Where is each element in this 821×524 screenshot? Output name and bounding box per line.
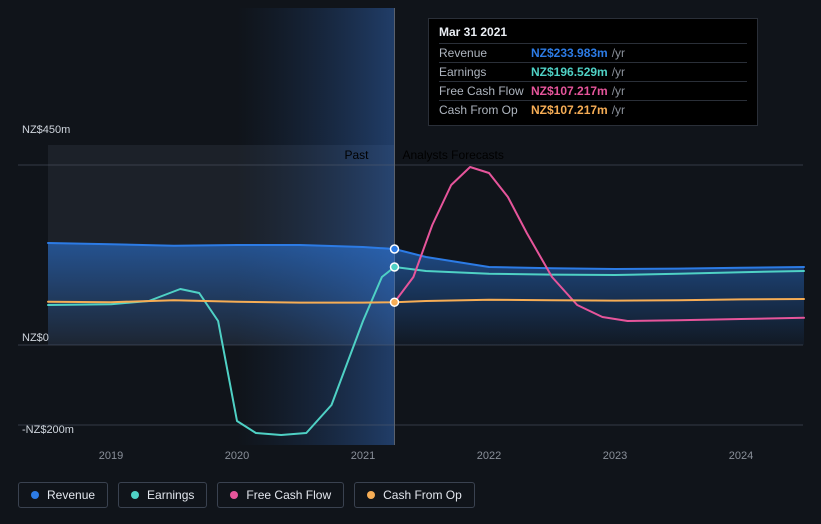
tooltip-row-value: NZ$196.529m bbox=[531, 65, 608, 79]
tooltip-row-value: NZ$107.217m bbox=[531, 103, 608, 117]
tooltip-row-unit: /yr bbox=[612, 103, 625, 117]
tooltip-row-unit: /yr bbox=[612, 46, 625, 60]
y-axis-label: NZ$0 bbox=[22, 332, 49, 344]
legend-item-cfo[interactable]: Cash From Op bbox=[354, 482, 475, 508]
label-past: Past bbox=[345, 148, 389, 162]
financials-chart: { "canvas": { "width": 821, "height": 52… bbox=[0, 0, 821, 524]
legend-dot-icon bbox=[367, 491, 375, 499]
x-axis-label: 2022 bbox=[477, 450, 501, 462]
tooltip-row-label: Revenue bbox=[439, 46, 531, 60]
marker-earnings bbox=[391, 263, 399, 271]
tooltip-row-value: NZ$107.217m bbox=[531, 84, 608, 98]
legend: Revenue Earnings Free Cash Flow Cash From O… bbox=[18, 482, 475, 508]
tooltip-row: RevenueNZ$233.983m/yr bbox=[439, 43, 747, 62]
legend-item-label: Cash From Op bbox=[383, 488, 462, 502]
legend-dot-icon bbox=[31, 491, 39, 499]
legend-item-fcf[interactable]: Free Cash Flow bbox=[217, 482, 344, 508]
legend-dot-icon bbox=[230, 491, 238, 499]
x-axis-label: 2021 bbox=[351, 450, 375, 462]
legend-dot-icon bbox=[131, 491, 139, 499]
tooltip-row: Cash From OpNZ$107.217m/yr bbox=[439, 100, 747, 119]
x-axis-label: 2019 bbox=[99, 450, 123, 462]
tooltip-row-label: Earnings bbox=[439, 65, 531, 79]
tooltip-row: Free Cash FlowNZ$107.217m/yr bbox=[439, 81, 747, 100]
x-axis-label: 2020 bbox=[225, 450, 249, 462]
tooltip-row-label: Cash From Op bbox=[439, 103, 531, 117]
marker-cfo bbox=[391, 298, 399, 306]
legend-item-label: Free Cash Flow bbox=[246, 488, 331, 502]
marker-revenue bbox=[391, 245, 399, 253]
tooltip-row-unit: /yr bbox=[612, 65, 625, 79]
legend-item-revenue[interactable]: Revenue bbox=[18, 482, 108, 508]
legend-item-earnings[interactable]: Earnings bbox=[118, 482, 207, 508]
tooltip-row: EarningsNZ$196.529m/yr bbox=[439, 62, 747, 81]
tooltip-row-unit: /yr bbox=[612, 84, 625, 98]
label-forecast: Analysts Forecasts bbox=[403, 148, 504, 162]
x-axis-label: 2024 bbox=[729, 450, 753, 462]
legend-item-label: Revenue bbox=[47, 488, 95, 502]
tooltip-row-value: NZ$233.983m bbox=[531, 46, 608, 60]
y-axis-label: NZ$450m bbox=[22, 124, 70, 136]
hover-tooltip: Mar 31 2021 RevenueNZ$233.983m/yrEarning… bbox=[428, 18, 758, 126]
x-axis-label: 2023 bbox=[603, 450, 627, 462]
tooltip-date: Mar 31 2021 bbox=[439, 25, 747, 39]
tooltip-row-label: Free Cash Flow bbox=[439, 84, 531, 98]
legend-item-label: Earnings bbox=[147, 488, 194, 502]
y-axis-label: -NZ$200m bbox=[22, 424, 74, 436]
